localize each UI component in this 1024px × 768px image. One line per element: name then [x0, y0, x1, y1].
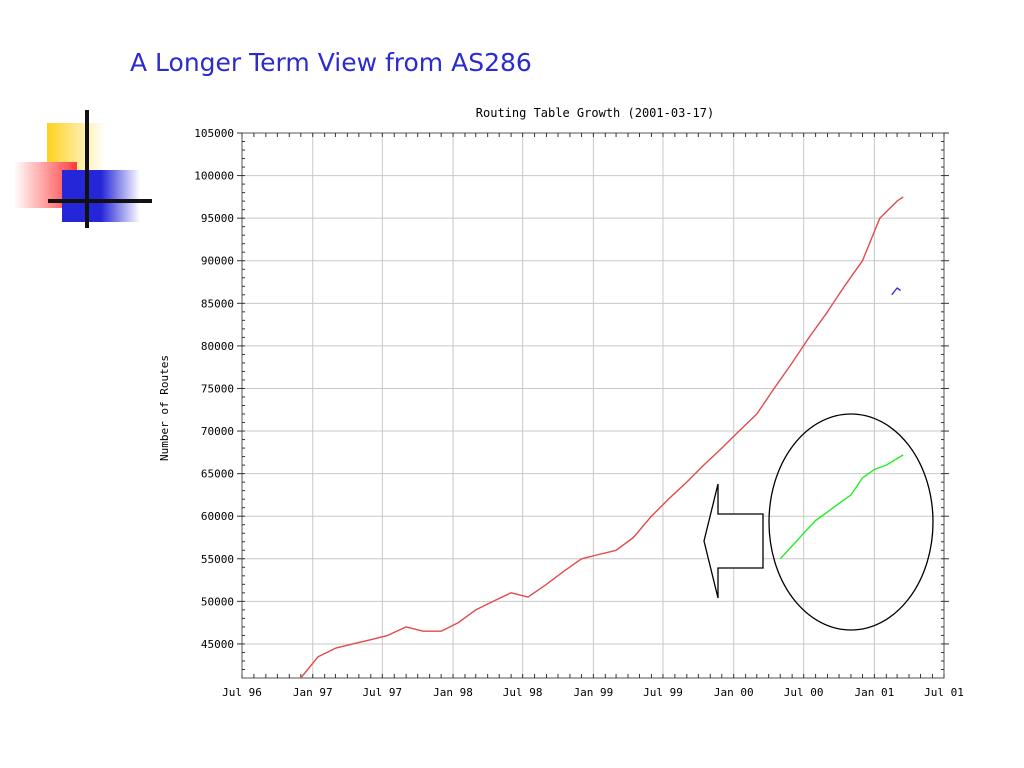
x-tick-label: Jan 01 — [855, 686, 895, 699]
series-line-0 — [300, 196, 904, 679]
highlight-ellipse — [768, 413, 934, 631]
slide-logo — [14, 110, 152, 228]
y-tick-label: 85000 — [201, 297, 234, 310]
y-tick-label: 95000 — [201, 212, 234, 225]
y-tick-label: 105000 — [194, 127, 234, 140]
x-tick-label: Jan 99 — [574, 686, 614, 699]
x-tick-label: Jul 97 — [362, 686, 402, 699]
logo-horizontal-bar — [48, 199, 152, 203]
y-tick-label: 45000 — [201, 638, 234, 651]
y-tick-label: 80000 — [201, 340, 234, 353]
y-tick-label: 100000 — [194, 170, 234, 183]
y-tick-label: 70000 — [201, 425, 234, 438]
chart-title: Routing Table Growth (2001-03-17) — [476, 106, 714, 120]
x-tick-label: Jul 01 — [924, 686, 964, 699]
y-axis-label: Number of Routes — [158, 355, 171, 461]
logo-vertical-bar — [85, 110, 89, 228]
x-tick-label: Jul 98 — [503, 686, 543, 699]
y-tick-label: 50000 — [201, 595, 234, 608]
axis-ticks: 45000 50000 55000 60000 65000 70000 75000 80000… — [194, 127, 964, 699]
grid-lines — [241, 132, 945, 678]
x-tick-label: Jan 97 — [293, 686, 333, 699]
y-tick-label: 55000 — [201, 553, 234, 566]
left-arrow-annotation — [703, 483, 764, 599]
y-tick-label: 60000 — [201, 510, 234, 523]
y-tick-label: 75000 — [201, 382, 234, 395]
x-tick-label: Jul 00 — [784, 686, 824, 699]
slide-title: A Longer Term View from AS286 — [130, 48, 532, 77]
y-tick-label: 65000 — [201, 468, 234, 481]
series-lines — [300, 196, 904, 679]
x-tick-label: Jul 99 — [643, 686, 683, 699]
x-tick-label: Jan 00 — [714, 686, 754, 699]
series-line-2 — [891, 287, 902, 296]
y-tick-label: 90000 — [201, 255, 234, 268]
series-line-1 — [779, 454, 904, 560]
x-tick-label: Jan 98 — [433, 686, 473, 699]
x-tick-label: Jul 96 — [222, 686, 262, 699]
logo-blue-square — [62, 170, 140, 222]
